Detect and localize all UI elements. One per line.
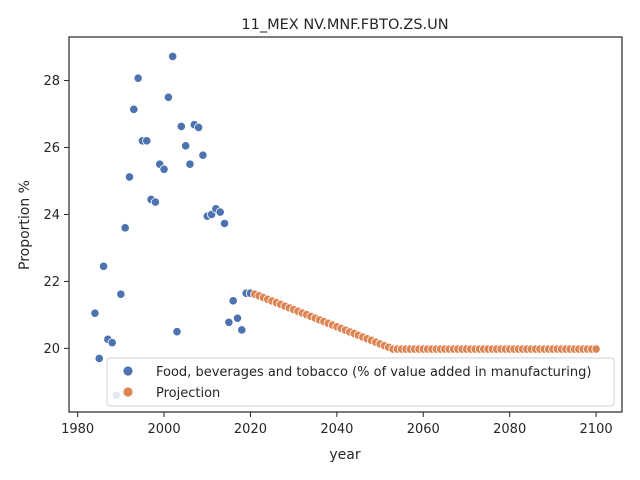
data-point-2001 (163, 92, 173, 102)
data-point-1990 (116, 289, 126, 299)
x-tick-label-2040: 2040 (320, 422, 353, 437)
x-axis-label: year (329, 447, 360, 463)
data-point-2000 (159, 164, 169, 174)
data-point-2009 (198, 150, 208, 160)
legend: Food, beverages and tobacco (% of value … (106, 357, 615, 407)
data-point-2018 (237, 325, 247, 335)
y-tick-label-24: 24 (43, 208, 60, 223)
data-point-1994 (133, 73, 143, 83)
legend-marker-food (122, 365, 134, 377)
plot-frame (68, 36, 623, 413)
data-point-2003 (172, 327, 182, 337)
data-point-1986 (98, 261, 109, 271)
data-point-2013 (215, 207, 225, 217)
y-tick-label-20: 20 (43, 342, 60, 357)
data-point-1992 (124, 172, 135, 182)
chart-title: 11_MEX NV.MNF.FBTO.ZS.UN (241, 17, 448, 33)
x-tick-label-2100: 2100 (580, 422, 613, 437)
plot-area (90, 51, 601, 400)
x-tick-label-2020: 2020 (234, 422, 267, 437)
y-tick-label-26: 26 (43, 141, 60, 156)
data-point-1993 (129, 104, 139, 114)
legend-marker-projection (122, 386, 134, 398)
data-point-1988 (107, 338, 117, 348)
data-point-1996 (142, 136, 152, 146)
data-point-2015 (224, 317, 234, 327)
y-axis-label: Proportion % (17, 180, 33, 270)
data-point-1991 (120, 223, 130, 233)
data-point-1985 (94, 353, 104, 364)
data-point-1984 (90, 308, 100, 318)
data-point-2005 (181, 141, 191, 151)
data-point-2014 (219, 218, 230, 229)
data-point-2008 (194, 122, 204, 133)
projection-point-2100 (591, 344, 601, 354)
x-tick-label-2000: 2000 (148, 422, 181, 437)
legend-label-food: Food, beverages and tobacco (% of value … (156, 365, 591, 380)
y-tick-label-22: 22 (43, 275, 60, 290)
data-point-2004 (176, 121, 186, 131)
data-point-1998 (150, 197, 161, 207)
data-point-2017 (232, 313, 243, 323)
y-axis: 20 22 24 26 28 (43, 74, 69, 357)
data-point-2002 (168, 51, 178, 62)
y-tick-label-28: 28 (43, 74, 60, 89)
x-tick-label-2080: 2080 (493, 422, 526, 437)
legend-box (106, 357, 615, 407)
x-tick-label-2060: 2060 (407, 422, 440, 437)
x-tick-label-1980: 1980 (61, 422, 94, 437)
data-point-2006 (185, 159, 195, 169)
legend-label-projection: Projection (156, 386, 220, 401)
x-axis: 1980 2000 2020 2040 2060 2080 2100 (61, 412, 613, 437)
data-point-2016 (228, 296, 238, 306)
